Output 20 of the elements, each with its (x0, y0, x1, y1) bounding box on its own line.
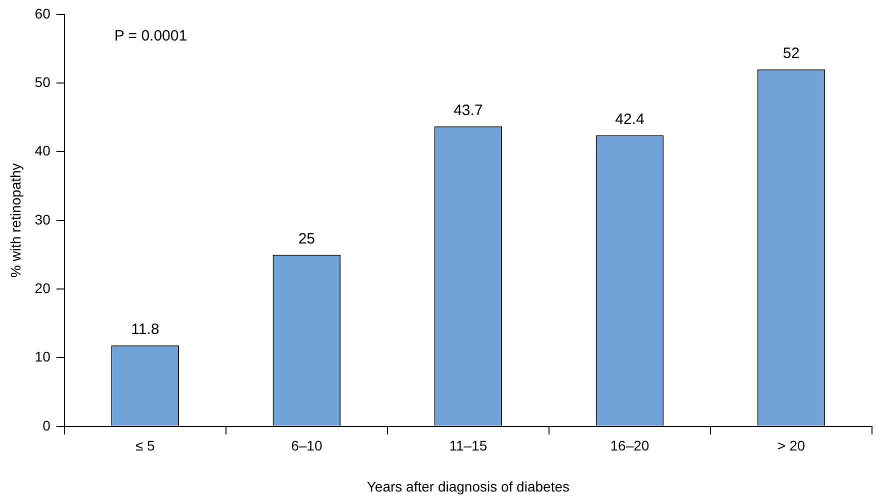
annotation: P = 0.0001 (114, 28, 188, 45)
data-label: 52 (782, 44, 800, 62)
y-tick-label: 20 (34, 280, 51, 296)
data-label: 11.8 (131, 321, 160, 338)
x-tick-label: 16–20 (610, 438, 650, 454)
y-tick-label: 30 (34, 211, 51, 228)
x-tick-label: ≤ 5 (135, 438, 156, 454)
y-tick-label: 40 (34, 142, 51, 159)
y-tick-label: 60 (34, 5, 51, 22)
data-label: 43.7 (454, 102, 483, 119)
x-tick-label: 11–15 (449, 438, 488, 454)
y-tick-label: 50 (34, 74, 51, 90)
data-label: 42.4 (615, 110, 644, 128)
data-label: 25 (298, 230, 316, 248)
y-tick-label: 0 (42, 417, 51, 434)
x-axis-title: Years after diagnosis of diabetes (366, 478, 570, 494)
y-tick-label: 10 (34, 348, 51, 365)
y-axis-title: % with retinopathy (7, 163, 24, 278)
x-tick-label: > 20 (777, 438, 806, 454)
x-tick-label: 6–10 (291, 438, 322, 454)
